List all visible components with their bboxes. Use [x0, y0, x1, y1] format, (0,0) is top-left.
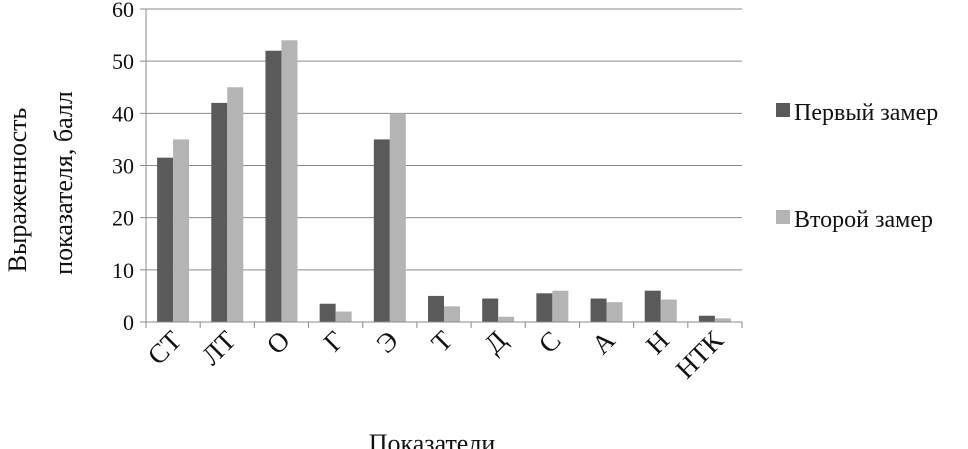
bar-s2-Т	[444, 306, 460, 322]
bar-s1-С	[536, 293, 553, 322]
x-axis-title: Показатели	[369, 429, 496, 449]
bar-s2-НТК	[714, 318, 731, 322]
bar-s1-ЛТ	[211, 102, 228, 323]
legend: Первый замер Второй замер	[776, 100, 938, 233]
bar-s2-ЛТ	[227, 87, 244, 322]
bar-s2-Э	[389, 113, 406, 322]
bar-s1-О	[265, 50, 282, 322]
x-tick-label-Э: Э	[370, 325, 404, 359]
y-tick-label-50: 50	[112, 49, 134, 74]
legend-swatch-second	[776, 210, 790, 224]
x-tick-label-СТ: СТ	[142, 325, 188, 371]
bar-s2-Д	[498, 316, 515, 322]
y-tick-label-10: 10	[112, 258, 134, 283]
bar-s2-О	[281, 40, 298, 323]
x-tick-label-Н: Н	[640, 325, 675, 360]
x-tick-label-Д: Д	[478, 325, 512, 359]
bar-s2-Н	[660, 299, 677, 322]
bar-s1-А	[590, 298, 607, 322]
y-tick-label-60: 60	[112, 0, 134, 22]
x-tick-label-С: С	[533, 325, 567, 359]
bar-s1-Н	[644, 290, 661, 322]
y-axis-title-line2: показателя, балл	[49, 91, 78, 275]
grid-lines	[146, 8, 742, 271]
x-tick-label-Г: Г	[318, 325, 350, 357]
bars	[157, 40, 731, 323]
x-tick-label-Т: Т	[425, 325, 458, 358]
x-tick-label-ЛТ: ЛТ	[196, 325, 242, 371]
y-axis-ticks: 0 10 20 30 40 50 60	[112, 0, 146, 335]
bar-s2-Г	[335, 311, 352, 322]
x-tick-label-А: А	[586, 325, 621, 360]
bar-s2-С	[552, 290, 569, 322]
y-tick-label-20: 20	[112, 206, 134, 231]
y-tick-label-40: 40	[112, 101, 134, 126]
legend-label-first: Первый замер	[794, 100, 938, 126]
bar-s2-А	[606, 302, 623, 322]
bar-s1-СТ	[157, 157, 174, 322]
y-axis-title-line1: Выраженность	[3, 107, 32, 272]
bar-s1-Э	[373, 139, 390, 322]
bar-s1-Д	[482, 298, 499, 322]
x-tick-label-НТК: НТК	[670, 324, 730, 384]
bar-s1-Г	[319, 303, 336, 322]
bar-s1-НТК	[698, 315, 715, 322]
x-tick-label-О: О	[261, 325, 296, 360]
y-tick-label-30: 30	[112, 154, 134, 179]
axes	[145, 9, 742, 323]
y-tick-label-0: 0	[123, 310, 134, 335]
legend-swatch-first	[776, 103, 790, 117]
legend-label-second: Второй замер	[794, 207, 933, 233]
bar-s1-Т	[428, 295, 444, 322]
bar-s2-СТ	[173, 139, 190, 322]
